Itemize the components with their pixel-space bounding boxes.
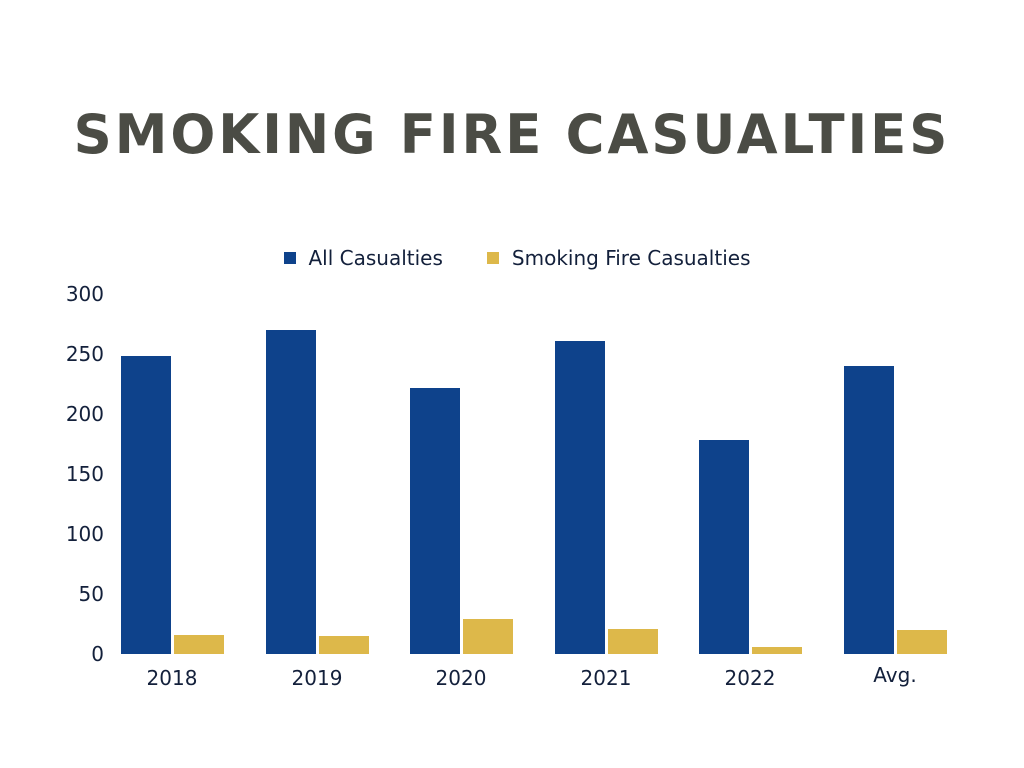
y-tick-100: 100 [65, 522, 104, 546]
legend-item-smoking-fire-casualties: Smoking Fire Casualties [486, 244, 751, 272]
chart-legend: All Casualties Smoking Fire Casualties [0, 244, 1024, 272]
legend-label: Smoking Fire Casualties [511, 246, 751, 270]
bar-all-casualties-avg [844, 366, 894, 654]
legend-item-all-casualties: All Casualties [283, 244, 443, 272]
y-tick-150: 150 [65, 462, 104, 486]
x-label-2022: 2022 [724, 666, 776, 690]
legend-label: All Casualties [308, 246, 443, 270]
bar-all-casualties-2021 [555, 341, 605, 654]
x-label-2020: 2020 [435, 666, 487, 690]
bar-all-casualties-2018 [121, 356, 171, 654]
bar-smoking-fire-casualties-2020 [463, 619, 513, 654]
bar-all-casualties-2019 [266, 330, 316, 654]
bar-all-casualties-2022 [699, 440, 749, 654]
legend-swatch-smoking-fire-casualties-icon [486, 252, 499, 264]
bar-all-casualties-2020 [410, 388, 460, 654]
y-tick-300: 300 [65, 282, 104, 306]
bar-smoking-fire-casualties-2018 [174, 635, 224, 654]
x-label-2021: 2021 [580, 666, 632, 690]
y-tick-200: 200 [65, 402, 104, 426]
y-tick-0: 0 [91, 642, 104, 666]
x-label-2018: 2018 [146, 666, 198, 690]
y-tick-50: 50 [78, 582, 104, 606]
bar-smoking-fire-casualties-2019 [319, 636, 369, 654]
bar-smoking-fire-casualties-avg [897, 630, 947, 654]
x-label-avg: Avg. [873, 663, 917, 687]
y-tick-250: 250 [65, 342, 104, 366]
bar-smoking-fire-casualties-2021 [608, 629, 658, 654]
legend-swatch-all-casualties-icon [283, 252, 296, 264]
chart-title: SMOKING FIRE CASUALTIES [73, 103, 951, 166]
x-label-2019: 2019 [291, 666, 343, 690]
bar-smoking-fire-casualties-2022 [752, 647, 802, 654]
